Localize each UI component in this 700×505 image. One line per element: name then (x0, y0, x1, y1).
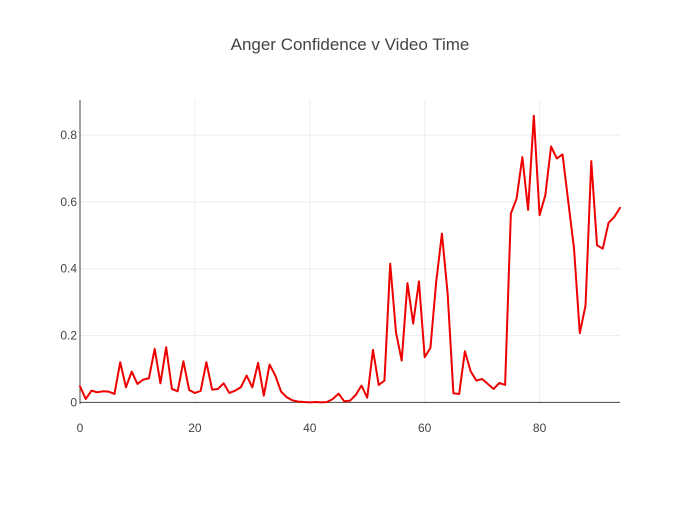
x-tick-label: 60 (418, 421, 432, 435)
y-tick-label: 0.2 (60, 329, 77, 343)
tick-labels: 0 20 40 60 80 0 0.2 0.4 0.6 0.8 (60, 128, 546, 435)
x-tick-label: 0 (77, 421, 84, 435)
grid-lines (80, 100, 620, 404)
y-tick-label: 0.8 (60, 128, 77, 142)
y-tick-label: 0.6 (60, 195, 77, 209)
series-lines (79, 114, 621, 404)
y-tick-label: 0 (70, 395, 77, 409)
axes (79, 100, 620, 404)
y-tick-label: 0.4 (60, 262, 77, 276)
x-tick-label: 80 (533, 421, 547, 435)
chart-title: Anger Confidence v Video Time (231, 35, 470, 54)
x-tick-label: 40 (303, 421, 317, 435)
x-tick-label: 20 (188, 421, 202, 435)
anger-confidence-line (79, 114, 621, 404)
